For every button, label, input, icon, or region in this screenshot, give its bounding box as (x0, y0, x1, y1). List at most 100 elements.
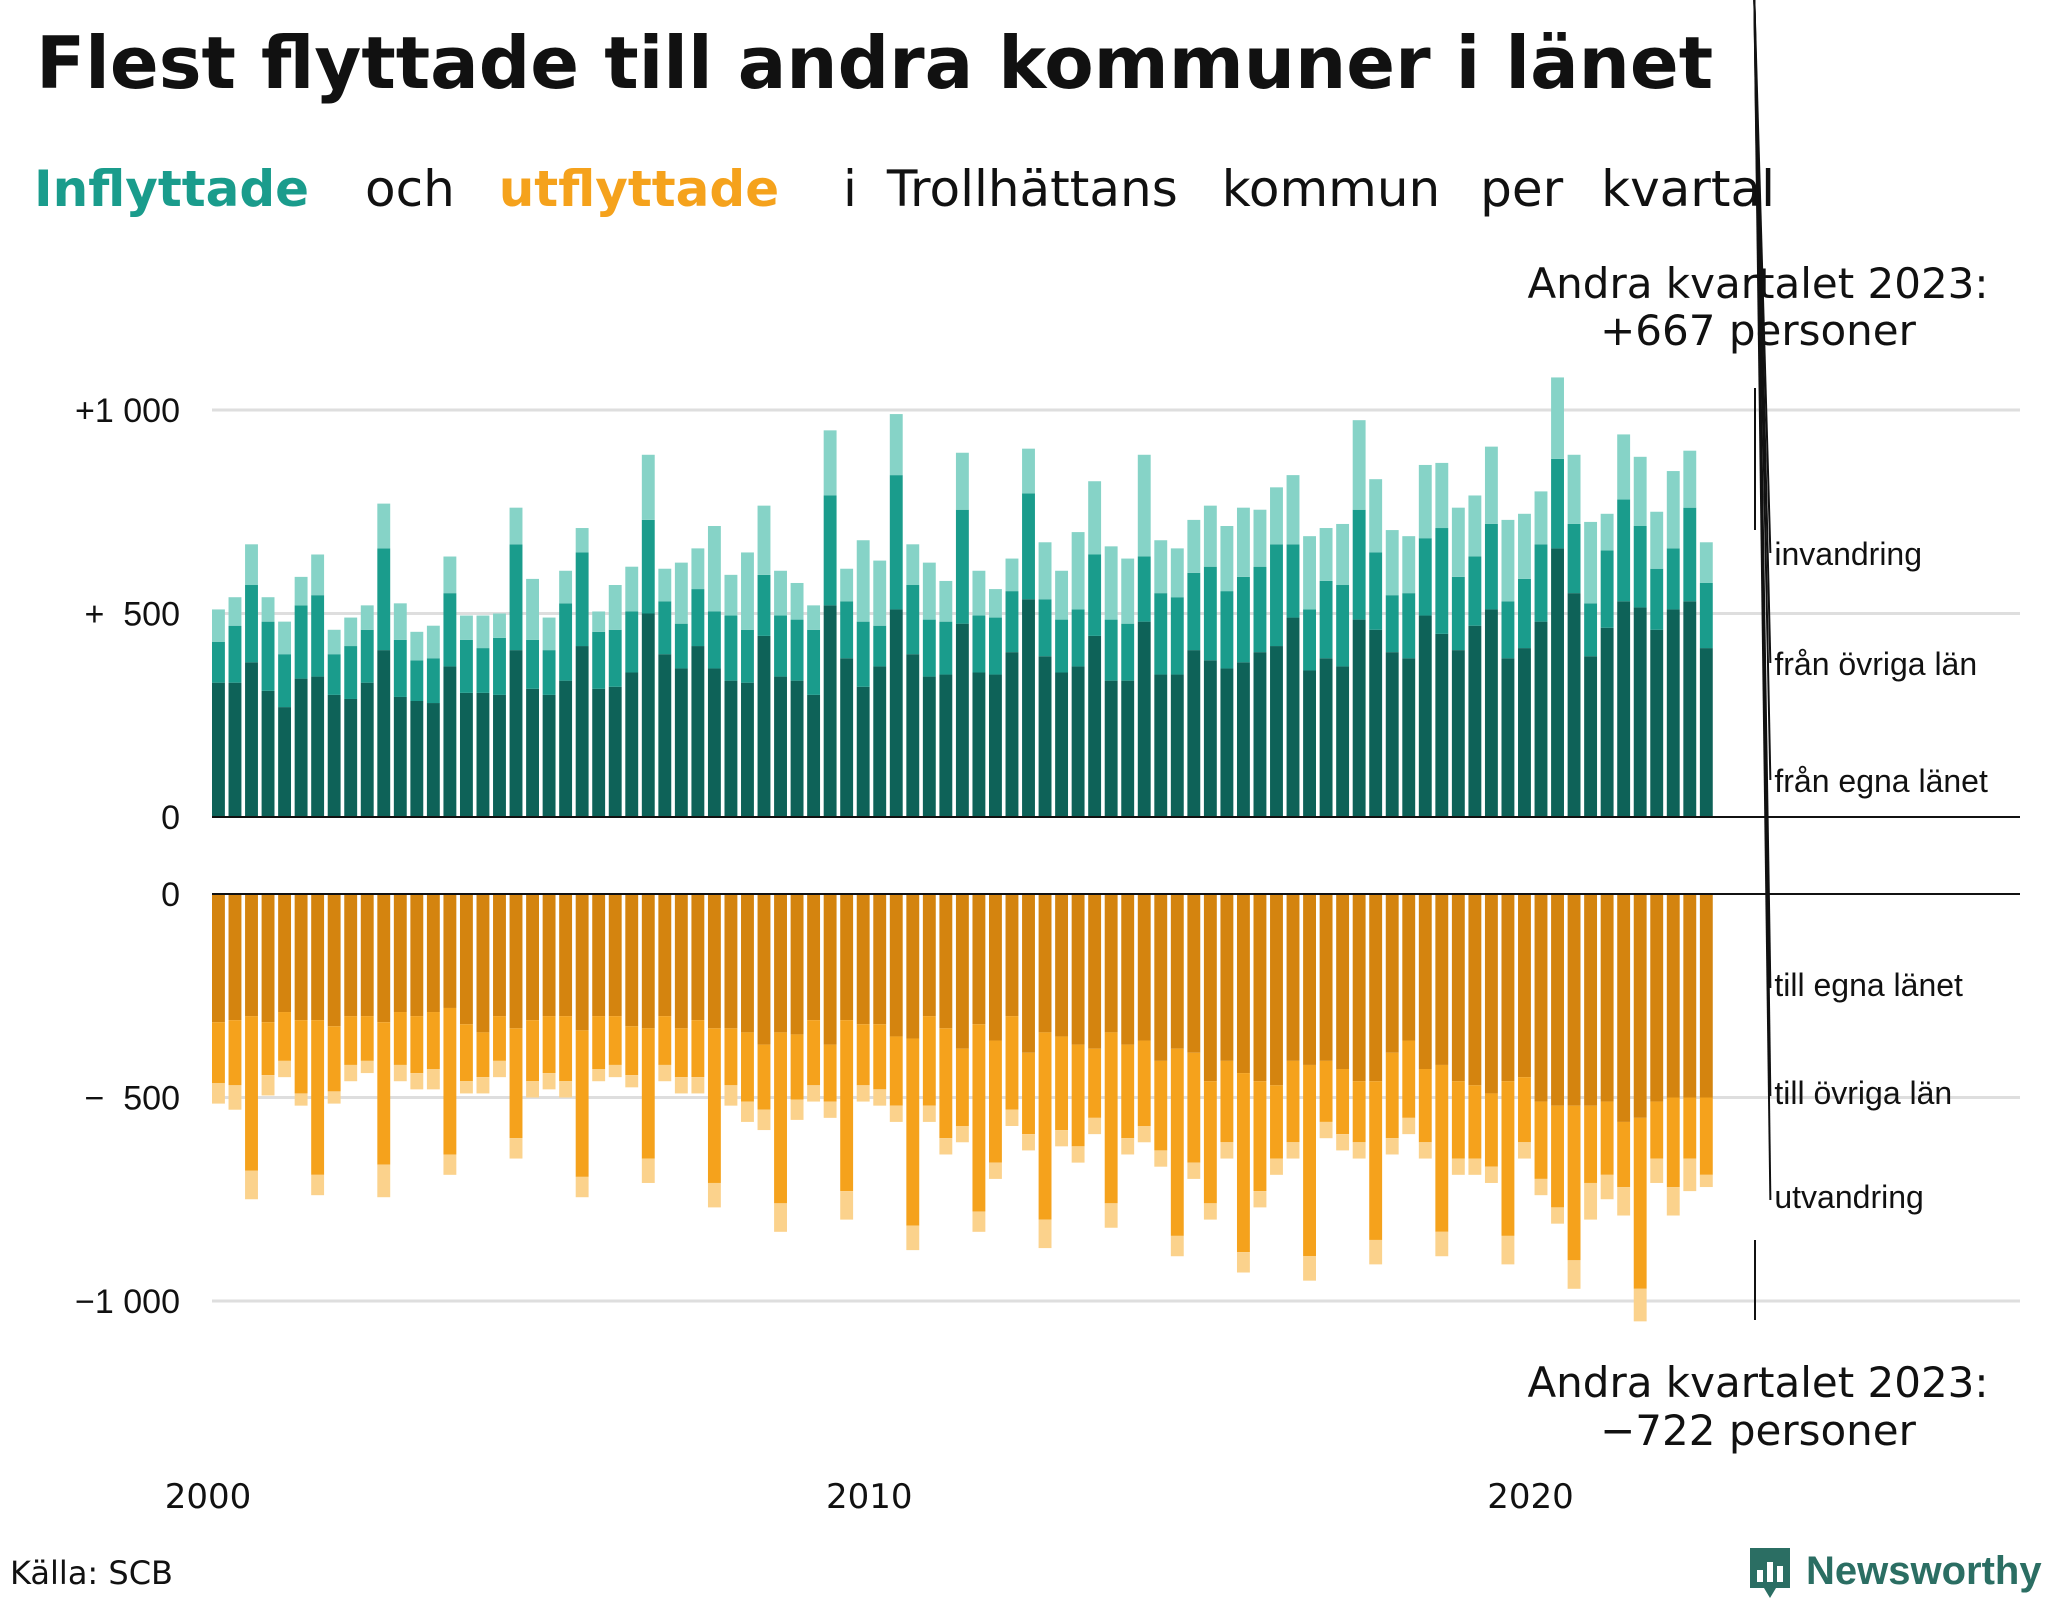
bar-in-0-5 (294, 678, 308, 817)
bar-in-1-0 (212, 641, 225, 683)
bar-out-1-63 (1253, 1081, 1267, 1192)
bar-in-1-11 (393, 639, 407, 697)
bar-out-2-50 (1038, 1219, 1052, 1249)
bar-out-2-90 (1699, 1174, 1713, 1188)
x-tick-2020: 2020 (1487, 1477, 1574, 1517)
bar-in-1-42 (906, 585, 920, 655)
bar-out-1-76 (1468, 1085, 1482, 1159)
bar-out-1-10 (377, 1022, 391, 1165)
bar-in-1-36 (807, 629, 821, 695)
bar-in-1-25 (625, 611, 639, 673)
bar-in-1-45 (955, 509, 969, 624)
bar-out-0-72 (1402, 894, 1416, 1041)
bar-out-2-89 (1683, 1158, 1697, 1192)
bar-out-1-66 (1303, 1064, 1316, 1257)
bar-out-0-24 (608, 894, 622, 1017)
bar-in-2-9 (360, 605, 374, 630)
bar-out-2-14 (443, 1154, 457, 1175)
bar-in-2-44 (939, 580, 953, 622)
bar-out-0-58 (1170, 894, 1184, 1049)
annotation-top-line2: +667 personer (1600, 306, 1917, 355)
bar-out-0-38 (840, 894, 854, 1021)
bar-in-2-21 (559, 570, 573, 604)
bar-out-2-66 (1303, 1256, 1316, 1281)
bar-in-2-87 (1650, 511, 1664, 569)
bar-out-0-68 (1336, 894, 1350, 1070)
bar-out-0-26 (641, 894, 655, 1029)
bar-in-1-37 (823, 495, 837, 606)
bar-in-2-60 (1203, 505, 1217, 567)
bar-out-2-44 (939, 1138, 953, 1155)
bar-in-2-68 (1336, 523, 1350, 586)
bar-in-1-13 (426, 658, 440, 704)
bar-out-0-85 (1617, 894, 1631, 1122)
bar-in-2-54 (1104, 546, 1118, 620)
bar-in-1-2 (245, 585, 258, 663)
bar-out-0-42 (906, 894, 920, 1039)
bar-in-2-76 (1468, 495, 1482, 557)
bar-out-1-34 (774, 1032, 787, 1204)
bar-in-1-87 (1650, 568, 1664, 630)
bar-out-1-1 (228, 1020, 242, 1086)
bar-out-2-17 (493, 1060, 506, 1078)
bar-in-2-12 (410, 631, 424, 661)
bar-out-2-20 (542, 1073, 556, 1090)
bar-in-1-88 (1666, 548, 1680, 610)
bar-in-2-55 (1121, 558, 1135, 624)
bar-out-0-21 (559, 894, 573, 1017)
bar-in-1-5 (294, 605, 308, 679)
y-tick-bottom-0: 0 (161, 876, 180, 914)
bar-in-2-43 (922, 562, 936, 620)
bar-out-0-25 (625, 894, 639, 1027)
bar-in-1-41 (889, 475, 903, 610)
bar-in-0-18 (509, 650, 523, 817)
bar-out-0-37 (823, 894, 837, 1045)
bar-in-1-3 (261, 621, 275, 691)
bar-out-2-41 (889, 1105, 903, 1122)
bar-in-2-71 (1385, 530, 1399, 596)
bar-out-2-80 (1534, 1178, 1548, 1196)
bar-in-2-51 (1055, 570, 1069, 620)
bar-out-1-42 (906, 1038, 920, 1226)
bar-out-1-53 (1088, 1048, 1102, 1118)
bar-out-0-59 (1187, 894, 1201, 1053)
bar-in-0-27 (658, 654, 672, 817)
bar-in-0-49 (1022, 599, 1035, 817)
bar-out-2-57 (1154, 1150, 1168, 1167)
bar-in-2-69 (1352, 420, 1366, 510)
leader-in-2 (1753, 0, 1772, 554)
bar-in-0-40 (873, 666, 887, 817)
bar-in-0-52 (1071, 666, 1085, 817)
bar-out-1-40 (873, 1024, 887, 1090)
bar-in-2-81 (1551, 377, 1564, 459)
bar-in-0-65 (1286, 617, 1300, 817)
bar-out-0-18 (509, 894, 523, 1029)
bar-out-0-44 (939, 894, 953, 1029)
bar-out-0-62 (1236, 894, 1250, 1074)
bar-in-0-20 (542, 694, 556, 817)
bar-out-2-74 (1435, 1231, 1449, 1257)
bar-in-1-63 (1253, 566, 1267, 653)
bar-out-0-66 (1303, 894, 1316, 1065)
bar-in-2-18 (509, 507, 523, 545)
bar-out-0-48 (1005, 894, 1019, 1017)
bar-in-0-32 (741, 682, 754, 817)
bar-in-1-51 (1055, 619, 1069, 673)
bar-in-2-24 (608, 585, 622, 630)
bar-out-1-21 (559, 1016, 573, 1082)
bar-in-2-15 (459, 615, 473, 640)
x-tick-labels: 2000 2010 2020 (165, 1477, 1574, 1517)
bar-out-0-63 (1253, 894, 1267, 1082)
bar-in-0-26 (641, 613, 655, 817)
bar-in-2-34 (774, 570, 787, 616)
bar-in-2-47 (989, 589, 1002, 618)
bar-in-2-39 (856, 540, 870, 622)
bar-out-2-56 (1137, 1125, 1151, 1143)
bar-out-0-52 (1071, 894, 1085, 1045)
bar-in-1-15 (459, 639, 473, 693)
bar-out-2-13 (426, 1069, 440, 1090)
bar-in-2-49 (1022, 448, 1035, 494)
bar-out-1-18 (509, 1028, 523, 1139)
bar-out-0-64 (1270, 894, 1283, 1086)
